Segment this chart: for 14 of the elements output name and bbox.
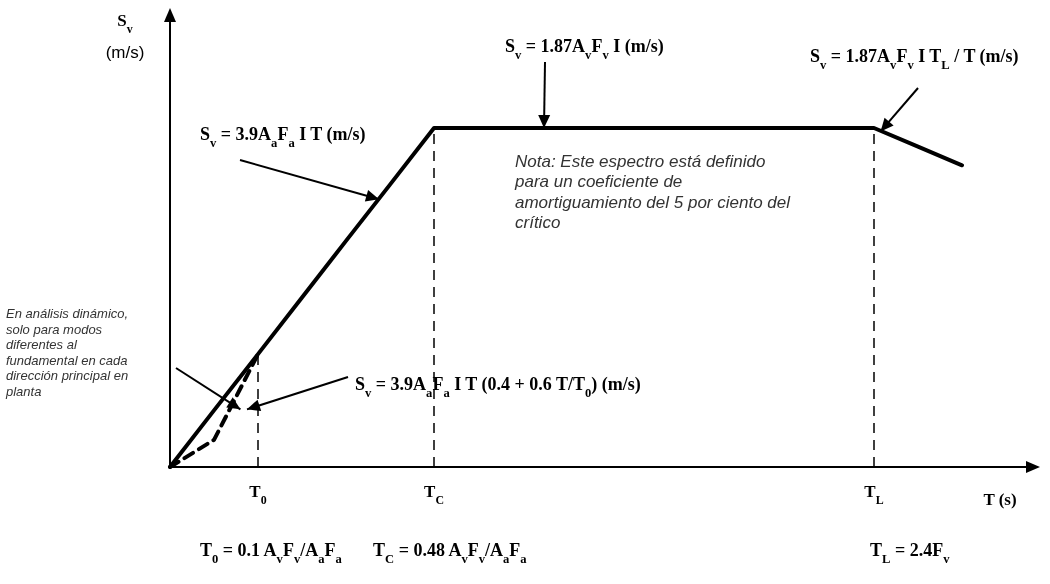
text: T$_{L}$ = 2.4F$_{v}$	[870, 540, 951, 566]
x-tick-label: T$_{C}$	[424, 482, 444, 507]
x-tick-label: T$_{L}$	[864, 482, 884, 507]
y-axis-title: S$_{v}$ (m/s)	[105, 11, 145, 62]
text: En análisis dinámico, solo para modos diferentes al fundamental en cada dirección principal en planta	[5, 306, 129, 399]
text: T$_{0}$ = 0.1 A$_{v}$F$_{v}$/A$_{a}$F$_{a}$	[200, 540, 342, 566]
annotation: Nota: Este espectro está definido para un coeficiente de amortiguamiento del 5 por ciento del crítico	[514, 152, 792, 233]
text: S$_{v}$ = 1.87A$_{v}$F$_{v}$ I (m/s)	[505, 36, 664, 62]
text: T$_{C}$ = 0.48 A$_{v}$F$_{v}$/A$_{a}$F$_{a}$	[373, 540, 527, 566]
x-tick-label: T$_{0}$	[249, 482, 267, 507]
x-axis-title: T (s)	[983, 490, 1017, 509]
text: S$_{v}$ = 3.9A$_{a}$F$_{a}$ I T (0.4 + 0.6 T/T$_{0}$) (m/s)	[355, 374, 641, 400]
text: S$_{v}$ = 1.87A$_{v}$F$_{v}$ I T$_{L}$ / T (m/s)	[810, 46, 1019, 72]
annotation: S$_{v}$ = 3.9A$_{a}$F$_{a}$ I T (m/s)	[200, 124, 366, 150]
